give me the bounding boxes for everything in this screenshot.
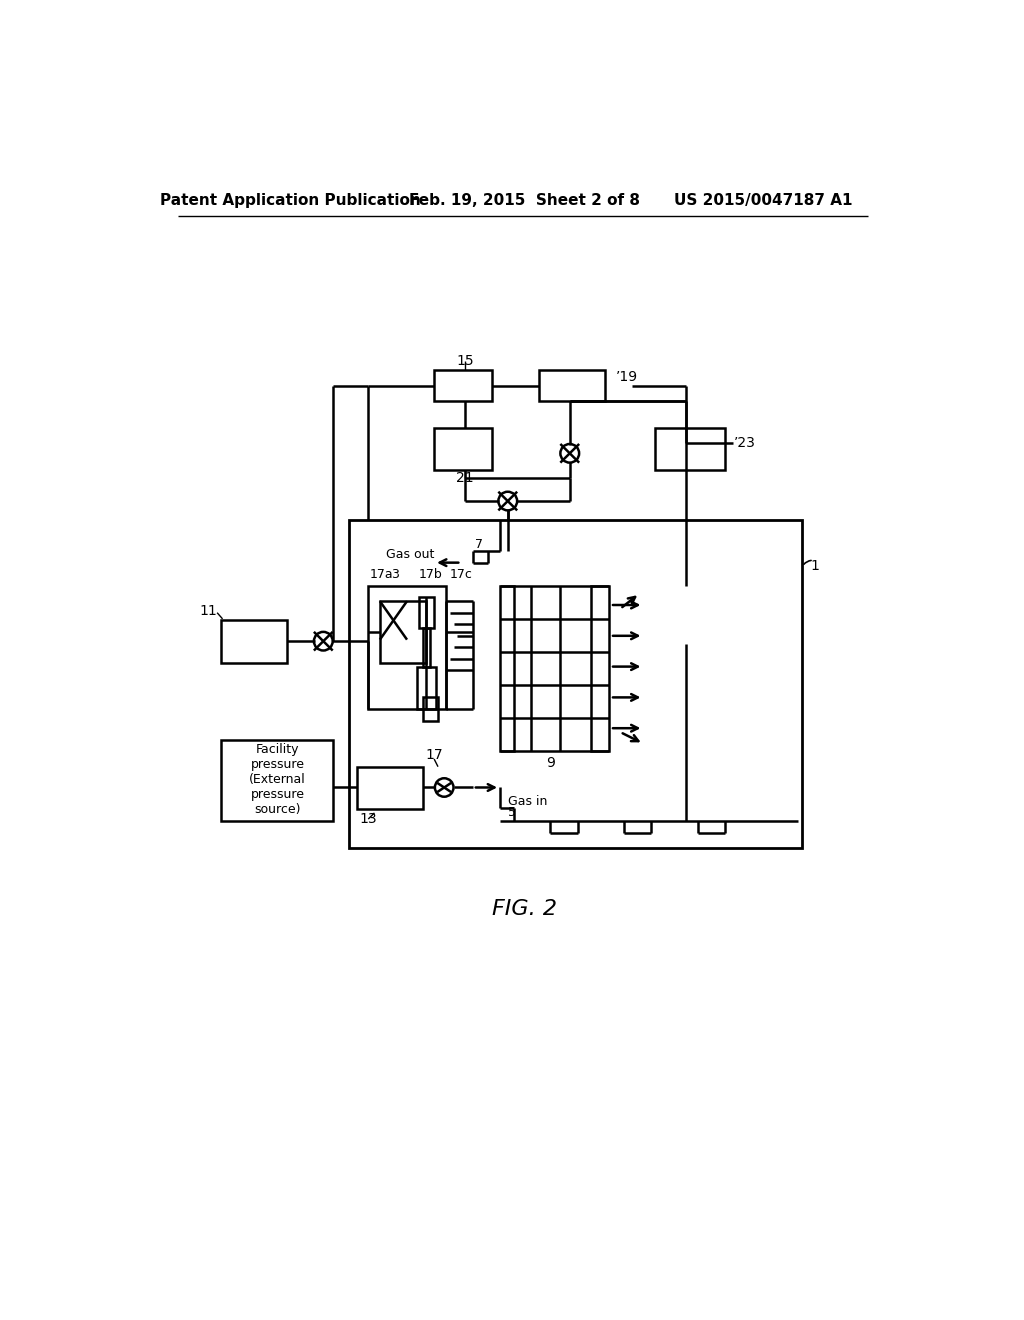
Text: Gas in: Gas in — [508, 795, 547, 808]
Bar — [655, 428, 725, 470]
Bar — [434, 370, 493, 401]
Text: 21: 21 — [457, 471, 474, 484]
Text: 9: 9 — [546, 756, 555, 770]
Text: 15: 15 — [457, 354, 474, 368]
Text: US 2015/0047187 A1: US 2015/0047187 A1 — [674, 193, 853, 209]
Bar — [380, 601, 426, 663]
Bar — [592, 586, 608, 751]
Text: Gas out: Gas out — [386, 548, 434, 561]
Bar — [369, 586, 445, 709]
Text: 11: 11 — [200, 605, 217, 618]
Text: 1: 1 — [810, 560, 819, 573]
Text: 17c: 17c — [450, 568, 473, 581]
Text: 3: 3 — [391, 568, 399, 581]
Text: Patent Application Publication: Patent Application Publication — [161, 193, 421, 209]
Text: 17b: 17b — [419, 568, 442, 581]
Bar — [356, 767, 423, 809]
Bar — [434, 428, 493, 470]
Bar — [539, 370, 604, 401]
Text: Facility
pressure
(External
pressure
source): Facility pressure (External pressure sou… — [249, 743, 306, 816]
Bar — [423, 628, 430, 667]
Text: 17: 17 — [425, 748, 443, 762]
Bar — [221, 739, 334, 821]
Text: ’23: ’23 — [734, 437, 756, 450]
Text: 13: 13 — [359, 812, 377, 826]
Text: Feb. 19, 2015  Sheet 2 of 8: Feb. 19, 2015 Sheet 2 of 8 — [410, 193, 640, 209]
Text: 5: 5 — [508, 807, 516, 820]
Bar — [423, 697, 438, 721]
Bar — [500, 586, 514, 751]
Text: 7: 7 — [475, 539, 483, 552]
Bar — [417, 667, 435, 709]
Text: FIG. 2: FIG. 2 — [493, 899, 557, 919]
Text: 17a: 17a — [370, 568, 393, 581]
Bar — [349, 520, 802, 847]
Bar — [221, 620, 287, 663]
Text: ’19: ’19 — [616, 370, 638, 384]
Bar — [419, 598, 434, 628]
